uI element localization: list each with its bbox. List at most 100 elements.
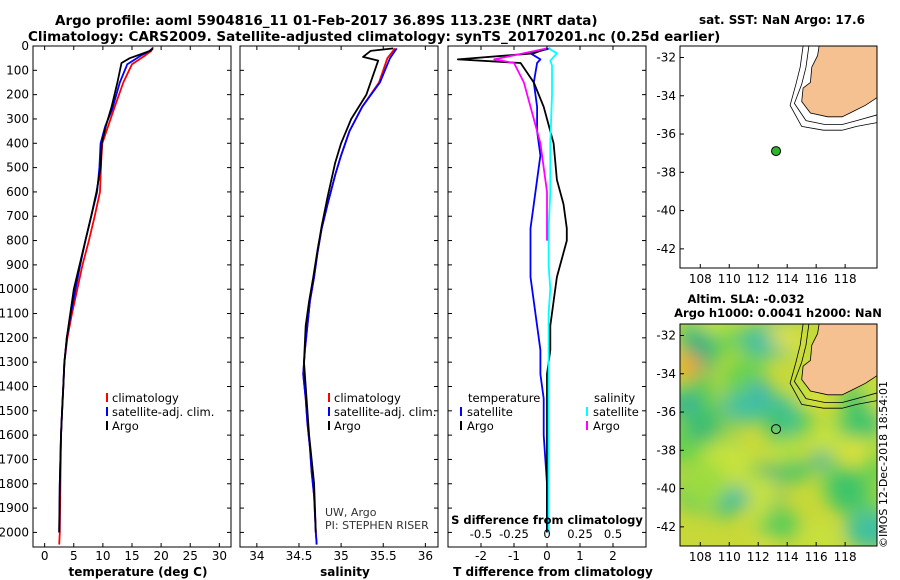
- panel-map-sla: 108 110 112 114 116 118 -32 -34 -36 -38 -40 -42 Alti…: [656, 292, 882, 564]
- x-tick-label: 112: [747, 550, 770, 564]
- y-tick-label: 200: [6, 88, 29, 102]
- sla-blob: [685, 461, 727, 509]
- legend-label: climatology: [334, 391, 401, 405]
- title-line-1: Argo profile: aoml 5904816_11 01-Feb-201…: [55, 13, 598, 29]
- top-tick-label: -0.25: [499, 527, 529, 541]
- x-tick-label: 118: [834, 550, 857, 564]
- y-tick-label: -34: [656, 367, 676, 381]
- y-tick-label: -40: [656, 204, 676, 218]
- y-tick-label: 1500: [0, 404, 29, 418]
- panel-map-sst: 108 110 112 114 116 118 -32 -34 -36 -38 -40 -42 sat.…: [656, 13, 878, 286]
- x-tick-label: 114: [776, 272, 799, 286]
- y-tick-label: -32: [656, 50, 676, 64]
- sla-blob: [776, 461, 815, 481]
- x-tick-label: 118: [834, 272, 857, 286]
- panel-temperature: 0 5 10 15 20 25 300100200300400500600700800900…: [0, 39, 232, 579]
- y-tick-label: 1300: [0, 355, 29, 369]
- y-tick-label: -36: [656, 405, 676, 419]
- sla-blob: [798, 524, 841, 546]
- y-tick-label: -36: [656, 127, 676, 141]
- sla-blob: [729, 442, 753, 479]
- sla-blob: [777, 435, 802, 465]
- x-tick-label: 1: [576, 549, 584, 563]
- sla-blob: [746, 381, 771, 398]
- x-tick-label: 2: [609, 549, 617, 563]
- y-tick-label: 700: [6, 209, 29, 223]
- land-mass: [801, 46, 877, 118]
- x-tick-label: 20: [153, 549, 168, 563]
- y-tick-label: 1100: [0, 307, 29, 321]
- sla-blob: [810, 450, 833, 469]
- y-tick-label: 100: [6, 63, 29, 77]
- isobath-outer: [789, 324, 877, 409]
- x-tick-label: 108: [689, 272, 712, 286]
- legend-label: climatology: [112, 391, 179, 405]
- sla-blob: [826, 468, 868, 514]
- sla-map-layer: 108 110 112 114 116 118 -32 -34 -36 -38 -40 -42 Alti…: [656, 292, 882, 564]
- x-tick-label: -2: [475, 549, 487, 563]
- y-tick-label: 0: [21, 39, 29, 53]
- x-tick-label: 112: [747, 272, 770, 286]
- float-location-marker: [771, 424, 782, 435]
- legend-label: satellite-adj. clim.: [112, 405, 214, 419]
- series-line-argo: [58, 47, 154, 533]
- x-tick-label: 34.5: [286, 549, 313, 563]
- y-tick-label: 1000: [0, 282, 29, 296]
- legend-label: satellite-adj. clim.: [334, 405, 436, 419]
- series-group: [456, 47, 568, 533]
- x-axis-label: salinity: [320, 565, 370, 579]
- x-tick-label: 10: [95, 549, 110, 563]
- y-tick-label: 300: [6, 112, 29, 126]
- x-tick-label: 116: [805, 272, 828, 286]
- x-tick-label: 36: [418, 549, 433, 563]
- sst-map-layer: 108 110 112 114 116 118 -32 -34 -36 -38 -40 -42 sat.…: [656, 13, 878, 286]
- x-tick-label: 0: [543, 549, 551, 563]
- x-tick-label: 15: [124, 549, 139, 563]
- y-tick-label: -34: [656, 89, 676, 103]
- y-tick-label: -42: [656, 242, 676, 256]
- top-tick-label: 0: [543, 527, 550, 541]
- x-tick-label: 34: [249, 549, 264, 563]
- top-tick-label: 0.25: [567, 527, 593, 541]
- y-tick-label: 1600: [0, 428, 29, 442]
- x-tick-label: 110: [718, 272, 741, 286]
- x-tick-label: 108: [689, 550, 712, 564]
- y-tick-label: 1800: [0, 477, 29, 491]
- top-tick-label: 0.5: [604, 527, 622, 541]
- top-tick-label: -0.5: [470, 527, 492, 541]
- y-tick-label: -40: [656, 482, 676, 496]
- land-mass: [801, 324, 877, 396]
- series-line-s-satellite: [547, 47, 558, 533]
- legend-label: satellite: [467, 405, 513, 419]
- x-tick-label: 116: [805, 550, 828, 564]
- sla-map-subtitle: Argo h1000: 0.0041 h2000: NaN: [674, 306, 882, 320]
- y-tick-label: 1400: [0, 379, 29, 393]
- y-tick-label: -38: [656, 443, 676, 457]
- sla-blob: [680, 352, 701, 381]
- isobath-outer: [789, 46, 877, 131]
- x-tick-label: 114: [776, 550, 799, 564]
- imos-watermark: ©IMOS 12-Dec-2018 18:54:01: [877, 381, 890, 548]
- sla-blob: [744, 494, 772, 522]
- top-axis-label: S difference from climatology: [451, 513, 643, 527]
- legend-heading: temperature: [468, 391, 540, 405]
- x-axis-label: temperature (deg C): [69, 565, 208, 579]
- legend-label: Argo: [334, 419, 361, 433]
- pi-label: PI: STEPHEN RISER: [325, 519, 429, 532]
- map-frame: [679, 323, 878, 547]
- map-frame: [679, 45, 878, 269]
- x-tick-label: 25: [183, 549, 198, 563]
- x-tick-label: 5: [70, 549, 78, 563]
- title-line-2: Climatology: CARS2009. Satellite-adjuste…: [28, 29, 721, 45]
- x-tick-label: 35.5: [370, 549, 397, 563]
- x-tick-label: -1: [508, 549, 520, 563]
- isobath-inner: [793, 46, 877, 125]
- sla-blob: [684, 421, 719, 439]
- series-line-argo: [303, 47, 394, 533]
- sla-blob: [730, 492, 751, 509]
- x-tick-label: 0: [41, 549, 49, 563]
- y-tick-label: 800: [6, 234, 29, 248]
- panel-frame: [32, 45, 232, 548]
- series-line-t-argo: [456, 47, 568, 533]
